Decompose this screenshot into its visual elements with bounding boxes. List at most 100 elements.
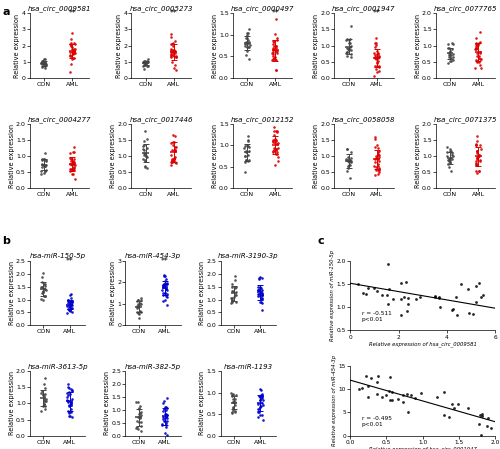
Y-axis label: Relative expression: Relative expression bbox=[212, 13, 218, 78]
Point bbox=[162, 282, 170, 290]
Point bbox=[474, 280, 482, 287]
Point bbox=[70, 161, 78, 168]
Point bbox=[274, 158, 281, 165]
Point bbox=[66, 157, 74, 164]
Point bbox=[472, 57, 480, 64]
Point bbox=[256, 293, 264, 300]
Point bbox=[167, 140, 175, 147]
Point bbox=[140, 59, 147, 66]
Point bbox=[232, 408, 239, 415]
Point bbox=[388, 295, 396, 302]
Point bbox=[141, 128, 149, 135]
Point bbox=[372, 56, 380, 63]
Point bbox=[445, 155, 453, 163]
Point bbox=[446, 45, 454, 52]
Point bbox=[163, 415, 171, 422]
Point bbox=[273, 128, 281, 135]
Point bbox=[431, 292, 439, 299]
Point bbox=[364, 284, 372, 291]
Point bbox=[231, 284, 239, 291]
Point bbox=[159, 400, 167, 407]
Point bbox=[162, 423, 170, 431]
Point bbox=[136, 308, 144, 315]
Point bbox=[448, 54, 456, 62]
Point bbox=[258, 295, 266, 302]
Point bbox=[465, 309, 473, 316]
Point bbox=[244, 152, 252, 159]
Point bbox=[374, 50, 382, 57]
Point bbox=[448, 155, 456, 163]
Point bbox=[65, 303, 73, 310]
Point bbox=[435, 294, 443, 301]
Point bbox=[254, 405, 262, 412]
Point bbox=[71, 49, 79, 56]
Point bbox=[384, 285, 392, 292]
Point bbox=[162, 280, 170, 287]
Point bbox=[162, 412, 170, 419]
Point bbox=[362, 290, 370, 297]
Point bbox=[136, 311, 143, 318]
Point bbox=[256, 393, 264, 400]
Point bbox=[258, 400, 266, 407]
Point bbox=[342, 155, 350, 163]
Point bbox=[374, 154, 382, 161]
Point bbox=[449, 56, 457, 63]
Point bbox=[68, 167, 76, 174]
Point bbox=[258, 291, 266, 299]
Point bbox=[254, 405, 262, 413]
Point bbox=[444, 49, 452, 57]
Point bbox=[68, 298, 76, 305]
Point bbox=[167, 48, 175, 56]
Point bbox=[136, 412, 144, 419]
Point bbox=[473, 153, 481, 160]
Point bbox=[67, 299, 75, 306]
Point bbox=[258, 390, 266, 397]
Point bbox=[384, 300, 392, 307]
Point bbox=[274, 149, 281, 156]
Point bbox=[256, 286, 264, 294]
Point bbox=[244, 26, 252, 33]
Point bbox=[343, 35, 351, 43]
Point bbox=[449, 305, 457, 313]
Point bbox=[40, 288, 48, 295]
Point bbox=[370, 40, 378, 47]
Point bbox=[68, 301, 76, 308]
Point bbox=[168, 45, 175, 53]
Point bbox=[67, 166, 75, 173]
Point bbox=[394, 396, 402, 403]
Point bbox=[256, 392, 264, 400]
Point bbox=[446, 148, 454, 155]
Point bbox=[228, 281, 236, 288]
Point bbox=[136, 299, 144, 307]
Point bbox=[132, 423, 140, 431]
Point bbox=[268, 56, 276, 63]
Point bbox=[402, 279, 409, 286]
Point bbox=[272, 140, 280, 147]
Point bbox=[172, 159, 179, 166]
X-axis label: Relative expression of hsa_circ_0001947: Relative expression of hsa_circ_0001947 bbox=[368, 446, 476, 449]
Point bbox=[169, 47, 177, 54]
Point bbox=[42, 61, 50, 68]
Point bbox=[41, 283, 49, 290]
Point bbox=[270, 43, 278, 50]
Point bbox=[134, 296, 141, 304]
Point bbox=[256, 397, 264, 404]
Title: hsa_circ_0012152: hsa_circ_0012152 bbox=[231, 116, 294, 123]
Point bbox=[169, 40, 177, 47]
Point bbox=[66, 160, 74, 167]
Point bbox=[134, 302, 142, 309]
Point bbox=[158, 286, 166, 294]
Point bbox=[257, 391, 265, 398]
Point bbox=[274, 154, 282, 161]
Point bbox=[472, 45, 480, 53]
Point bbox=[170, 52, 177, 59]
Point bbox=[168, 52, 175, 59]
Point bbox=[42, 167, 50, 175]
Point bbox=[244, 29, 252, 36]
Point bbox=[132, 399, 140, 406]
Text: r = -0.495
p<0.01: r = -0.495 p<0.01 bbox=[362, 416, 392, 427]
Point bbox=[170, 139, 178, 146]
Point bbox=[42, 63, 50, 70]
Point bbox=[446, 57, 454, 64]
Point bbox=[256, 294, 264, 301]
